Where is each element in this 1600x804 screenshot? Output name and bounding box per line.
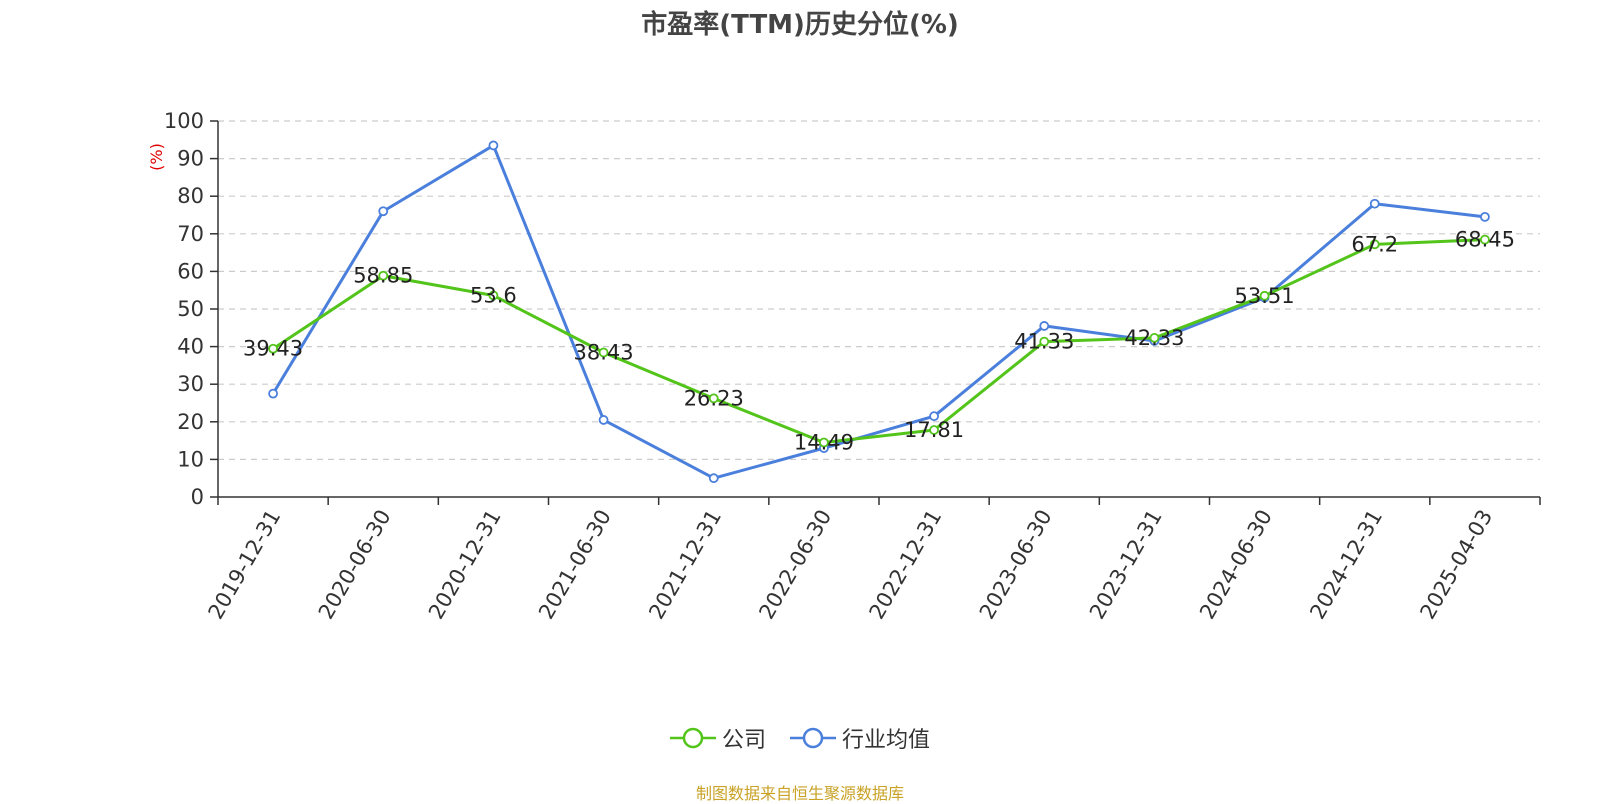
data-point xyxy=(819,437,829,448)
data-point xyxy=(1480,234,1490,245)
legend-label-company: 公司 xyxy=(721,728,766,753)
source-note: 制图数据来自恒生聚源数据库 xyxy=(695,784,904,803)
data-label: 67.2 xyxy=(1351,232,1398,256)
x-tick-label: 2020-12-31 xyxy=(424,506,506,624)
y-tick-label: 20 xyxy=(177,410,204,434)
data-point xyxy=(488,140,499,151)
x-tick-label: 2021-12-31 xyxy=(644,506,726,624)
data-label: 53.51 xyxy=(1235,284,1295,308)
data-label: 68.45 xyxy=(1455,228,1515,252)
legend-line-circle-icon xyxy=(669,727,716,749)
data-labels: 39.43 58.85 53.6 38.43 26.23 14.49 17.81 41.33 4… xyxy=(243,228,1515,455)
data-point xyxy=(378,270,389,281)
legend: 公司 行业均值 xyxy=(0,722,1600,754)
legend-item-company[interactable]: 公司 xyxy=(669,722,766,754)
data-label: 26.23 xyxy=(684,386,744,410)
data-point xyxy=(598,415,609,425)
data-point xyxy=(1369,198,1380,209)
chart-title: 市盈率(TTM)历史分位(%) xyxy=(641,10,959,40)
axes: 0 10 20 30 40 50 60 70 80 90 100 (%) 2019-12-31 2020-… xyxy=(147,109,1541,624)
series-lines xyxy=(268,140,1490,484)
legend-item-industry-average[interactable]: 行业均值 xyxy=(790,722,930,754)
data-label: 17.81 xyxy=(904,418,964,442)
x-tick-label: 2024-12-31 xyxy=(1305,506,1387,624)
data-label: 39.43 xyxy=(243,337,303,361)
legend-label-industry-average: 行业均值 xyxy=(842,728,931,753)
data-label: 41.33 xyxy=(1014,330,1074,354)
data-point xyxy=(708,473,719,484)
data-point xyxy=(708,393,719,404)
data-label: 42.33 xyxy=(1124,326,1184,350)
legend-line-circle-icon xyxy=(790,727,836,749)
y-tick-label: 40 xyxy=(177,335,204,359)
data-point xyxy=(929,425,939,435)
x-tick-label: 2023-12-31 xyxy=(1085,506,1167,624)
x-tick-label: 2023-06-30 xyxy=(975,506,1057,624)
data-point xyxy=(1259,290,1270,301)
data-point xyxy=(378,206,389,217)
data-point xyxy=(1039,336,1050,347)
data-point xyxy=(598,347,609,358)
data-point xyxy=(1369,239,1380,250)
data-point xyxy=(1039,321,1050,331)
data-point xyxy=(268,343,278,354)
y-tick-label: 0 xyxy=(191,485,204,509)
data-label: 58.85 xyxy=(353,264,413,288)
x-tick-label: 2022-06-30 xyxy=(754,506,836,624)
data-label: 53.6 xyxy=(470,283,517,307)
y-tick-label: 10 xyxy=(177,447,204,471)
y-tick-label: 80 xyxy=(177,184,204,208)
x-tick-label: 2024-06-30 xyxy=(1195,506,1277,624)
data-label: 14.49 xyxy=(794,431,854,455)
data-point xyxy=(268,388,278,399)
y-tick-label: 30 xyxy=(177,372,204,396)
x-tick-label: 2025-04-03 xyxy=(1415,506,1497,624)
x-tick-label: 2022-12-31 xyxy=(865,506,947,624)
y-tick-label: 90 xyxy=(177,147,204,171)
x-tick-label: 2019-12-31 xyxy=(204,506,286,624)
x-tick-label: 2021-06-30 xyxy=(534,506,616,624)
data-point xyxy=(1149,332,1160,343)
grid-lines xyxy=(218,120,1540,460)
series-line xyxy=(272,238,1485,445)
y-tick-label: 50 xyxy=(177,297,204,321)
data-point xyxy=(1480,211,1490,222)
data-point xyxy=(929,411,939,422)
y-tick-label: 100 xyxy=(164,109,204,133)
y-axis-label: (%) xyxy=(147,143,166,171)
y-tick-label: 70 xyxy=(177,222,204,246)
data-label: 38.43 xyxy=(574,341,634,365)
data-point xyxy=(488,290,499,301)
y-tick-label: 60 xyxy=(177,259,204,283)
x-tick-label: 2020-06-30 xyxy=(314,506,396,624)
series-line xyxy=(271,143,1486,480)
